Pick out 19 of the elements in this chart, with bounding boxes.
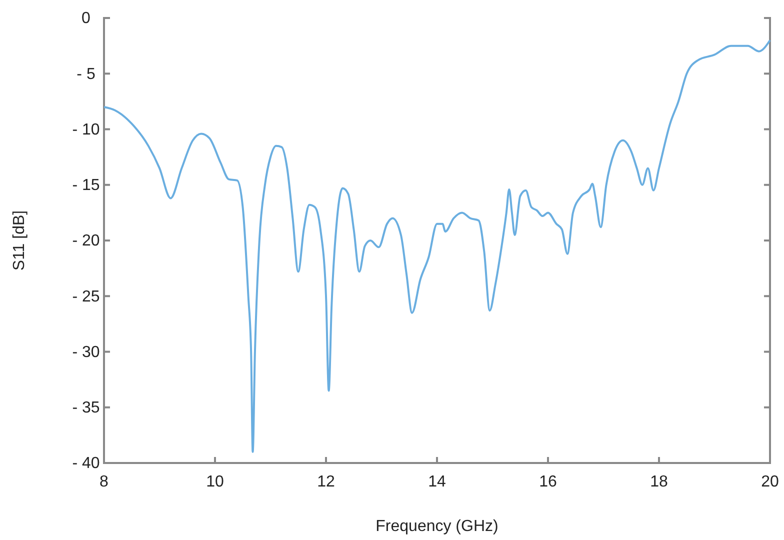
x-tick-label: 10 — [206, 473, 224, 490]
y-tick-label: - 5 — [76, 66, 96, 83]
y-tick-label: - 20 — [72, 232, 100, 250]
y-axis-title: S11 [dB] — [11, 210, 28, 271]
x-tick-label: 20 — [761, 473, 779, 490]
x-tick-label: 8 — [100, 473, 109, 490]
y-tick-label: - 30 — [72, 344, 100, 361]
y-tick-label: - 40 — [72, 455, 100, 472]
x-tick-label: 12 — [317, 473, 335, 490]
y-tick-label: 0 — [82, 10, 91, 28]
line-series — [103, 39, 771, 453]
x-tick-label: 18 — [650, 473, 668, 490]
x-tick-label: 14 — [428, 473, 446, 490]
y-tick-label: - 25 — [72, 288, 100, 306]
y-tick-label: - 10 — [72, 121, 100, 138]
y-tick-label: - 15 — [72, 176, 100, 194]
x-tick-label: 16 — [539, 473, 557, 490]
x-axis-title: Frequency (GHz) — [376, 518, 498, 535]
y-tick-label: - 35 — [72, 399, 100, 416]
